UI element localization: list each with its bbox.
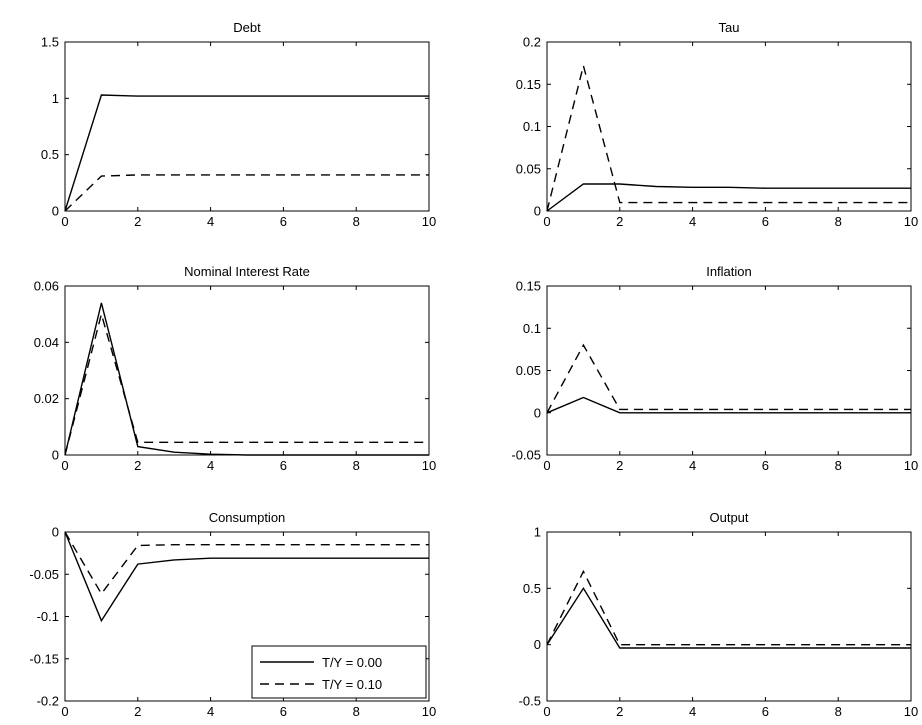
y-tick-label: 0.15: [516, 279, 541, 294]
x-tick-label: 2: [134, 458, 141, 473]
y-tick-label: 0.2: [523, 35, 541, 50]
y-tick-label: 0.05: [516, 363, 541, 378]
x-tick-label: 4: [207, 458, 214, 473]
y-tick-label: 0.05: [516, 161, 541, 176]
series-line-solid: [546, 183, 911, 212]
x-tick-label: 4: [689, 704, 696, 719]
x-tick-label: 10: [422, 458, 436, 473]
x-tick-label: 4: [689, 458, 696, 473]
y-tick-label: 0.1: [523, 321, 541, 336]
subplot-title: Debt: [233, 20, 261, 35]
x-tick-label: 8: [353, 214, 360, 229]
subplot-title: Tau: [719, 20, 740, 35]
subplot-2: Tau 0 2 4 6 8 10 0 0.05 0.1 0.15 0.2: [516, 20, 919, 229]
axes-frame: [546, 41, 912, 212]
series-line-dashed: [546, 569, 911, 646]
y-tick-label: -0.2: [37, 694, 59, 709]
subplot-title: Consumption: [209, 510, 286, 525]
y-tick-label: 0: [52, 525, 59, 540]
y-tick-label: 0.06: [34, 279, 59, 294]
y-tick-label: -0.1: [37, 609, 59, 624]
x-tick-label: 0: [61, 704, 68, 719]
x-tick-label: 0: [61, 214, 68, 229]
y-tick-label: 1.5: [41, 35, 59, 50]
y-tick-label: 0: [534, 637, 541, 652]
series-line-solid: [546, 396, 911, 414]
series-line-dashed: [64, 174, 429, 212]
x-tick-label: 6: [280, 458, 287, 473]
x-tick-label: 2: [616, 704, 623, 719]
subplot-title: Output: [709, 510, 748, 525]
x-tick-label: 10: [904, 704, 918, 719]
subplot-3: Nominal Interest Rate 0 2 4 6 8 10 0 0.02 0.04 0.0…: [34, 264, 437, 473]
legend-label: T/Y = 0.10: [322, 677, 382, 692]
axes-frame: [546, 531, 912, 702]
y-tick-label: -0.15: [29, 651, 59, 666]
x-tick-label: 6: [762, 214, 769, 229]
x-tick-label: 8: [835, 214, 842, 229]
x-tick-label: 6: [280, 704, 287, 719]
y-tick-label: -0.05: [29, 567, 59, 582]
series-line-dashed: [64, 311, 429, 456]
y-tick-label: 0.02: [34, 391, 59, 406]
y-tick-label: 0.04: [34, 335, 59, 350]
x-tick-label: 6: [280, 214, 287, 229]
axes-frame: [546, 285, 912, 456]
y-tick-label: 0: [52, 204, 59, 219]
x-tick-label: 0: [61, 458, 68, 473]
x-tick-label: 8: [353, 458, 360, 473]
x-tick-label: 0: [543, 704, 550, 719]
x-tick-label: 8: [835, 704, 842, 719]
x-tick-label: 2: [616, 214, 623, 229]
axes-frame: [64, 285, 430, 456]
series-line-solid: [64, 94, 429, 212]
subplot-title: Inflation: [706, 264, 752, 279]
x-tick-label: 6: [762, 458, 769, 473]
legend-label: T/Y = 0.00: [322, 655, 382, 670]
x-tick-label: 4: [207, 214, 214, 229]
x-tick-label: 2: [616, 458, 623, 473]
x-tick-label: 10: [422, 704, 436, 719]
y-tick-label: 0.5: [41, 147, 59, 162]
y-tick-label: -0.05: [511, 448, 541, 463]
x-tick-label: 10: [904, 458, 918, 473]
y-tick-label: 0.1: [523, 119, 541, 134]
axes-frame: [64, 41, 430, 212]
subplot-title: Nominal Interest Rate: [184, 264, 310, 279]
y-tick-label: 0.15: [516, 77, 541, 92]
y-tick-label: 1: [52, 91, 59, 106]
legend: T/Y = 0.00 T/Y = 0.10: [251, 645, 427, 699]
legend-box: [251, 645, 427, 699]
x-tick-label: 4: [207, 704, 214, 719]
series-line-solid: [64, 531, 429, 623]
subplot-1: Debt 0 2 4 6 8 10 0 0.5 1 1.5: [41, 20, 436, 229]
x-tick-label: 8: [353, 704, 360, 719]
y-tick-label: 0: [52, 448, 59, 463]
series-line-dashed: [546, 65, 911, 212]
y-tick-label: -0.5: [519, 694, 541, 709]
x-tick-label: 10: [904, 214, 918, 229]
y-tick-label: 0: [534, 204, 541, 219]
x-tick-label: 10: [422, 214, 436, 229]
series-line-dashed: [64, 531, 429, 595]
y-tick-label: 1: [534, 525, 541, 540]
series-line-solid: [546, 586, 911, 649]
x-tick-label: 4: [689, 214, 696, 229]
x-tick-label: 2: [134, 704, 141, 719]
x-tick-label: 6: [762, 704, 769, 719]
y-tick-label: 0.5: [523, 581, 541, 596]
y-tick-label: 0: [534, 405, 541, 420]
series-line-dashed: [546, 343, 911, 414]
x-tick-label: 8: [835, 458, 842, 473]
subplot-5: Consumption 0 2 4 6 8 10 -0.2 -0.15 -0.1 -0.05 0 T/Y…: [29, 510, 436, 719]
x-tick-label: 2: [134, 214, 141, 229]
x-tick-label: 0: [543, 214, 550, 229]
x-tick-label: 0: [543, 458, 550, 473]
